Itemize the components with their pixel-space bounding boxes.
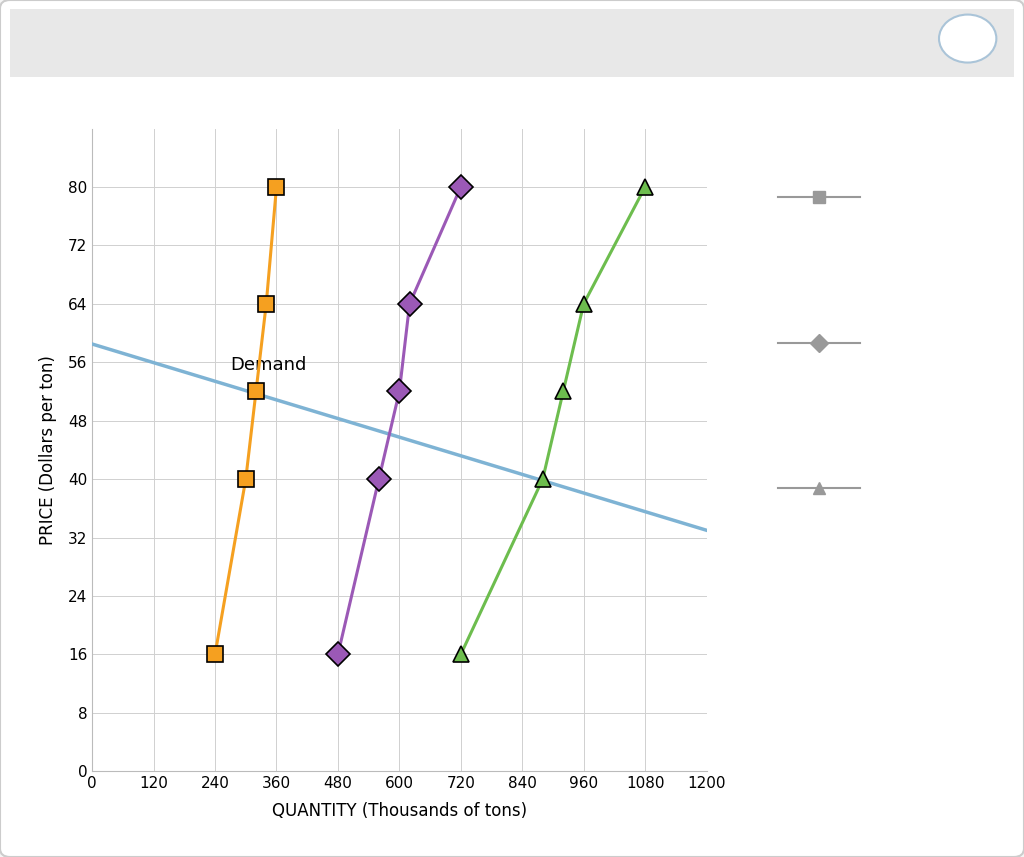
- X-axis label: QUANTITY (Thousands of tons): QUANTITY (Thousands of tons): [271, 802, 527, 820]
- Text: Demand: Demand: [230, 356, 307, 374]
- Text: Supply (60 firms): Supply (60 firms): [748, 539, 891, 558]
- Y-axis label: PRICE (Dollars per ton): PRICE (Dollars per ton): [39, 355, 56, 545]
- Text: ?: ?: [962, 29, 974, 48]
- Text: Supply (20 firms): Supply (20 firms): [748, 248, 891, 267]
- Text: Supply (40 firms): Supply (40 firms): [748, 393, 891, 412]
